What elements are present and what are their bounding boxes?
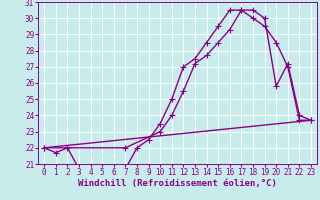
X-axis label: Windchill (Refroidissement éolien,°C): Windchill (Refroidissement éolien,°C): [78, 179, 277, 188]
